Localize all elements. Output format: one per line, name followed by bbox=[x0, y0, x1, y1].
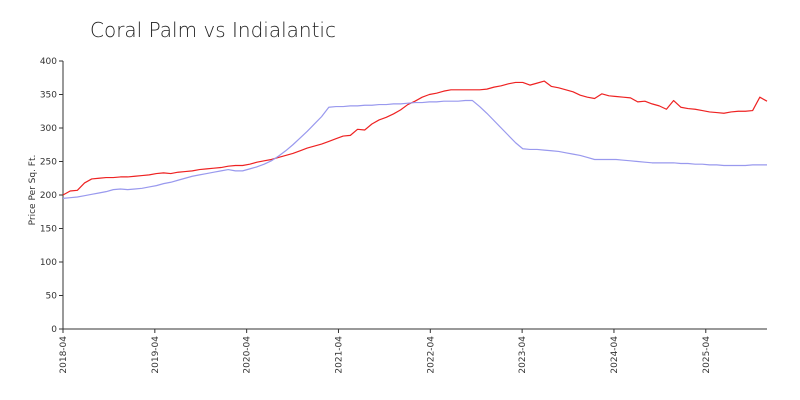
y-tick-label: 50 bbox=[46, 292, 58, 302]
x-tick-label: 2025-04 bbox=[702, 336, 712, 374]
y-tick-label: 250 bbox=[40, 158, 57, 168]
y-tick-label: 150 bbox=[40, 225, 57, 235]
x-tick-label: 2024-04 bbox=[610, 336, 620, 374]
y-tick-label: 100 bbox=[40, 258, 57, 268]
y-axis-title: Price Per Sq. Ft. bbox=[28, 155, 38, 226]
axes: 0 50 100 150 200 250 300 350 400 2018-04 2019-04 20… bbox=[28, 57, 767, 374]
y-tick-label: 400 bbox=[40, 57, 57, 67]
x-tick-label: 2023-04 bbox=[518, 336, 528, 374]
y-tick-label: 300 bbox=[40, 124, 57, 134]
x-tick-label: 2022-04 bbox=[426, 336, 436, 374]
y-tick-label: 0 bbox=[51, 325, 57, 335]
y-tick-label: 200 bbox=[40, 191, 57, 201]
x-tick-label: 2020-04 bbox=[243, 336, 253, 374]
x-tick-label: 2021-04 bbox=[334, 336, 344, 374]
x-tick-label: 2018-04 bbox=[59, 336, 69, 374]
chart-title: Coral Palm vs Indialantic bbox=[90, 18, 336, 42]
series-line-2 bbox=[62, 99, 767, 199]
x-tick-label: 2019-04 bbox=[151, 336, 161, 374]
y-tick-label: 350 bbox=[40, 91, 57, 101]
series-layer bbox=[62, 80, 768, 199]
series-line-1 bbox=[62, 80, 768, 196]
